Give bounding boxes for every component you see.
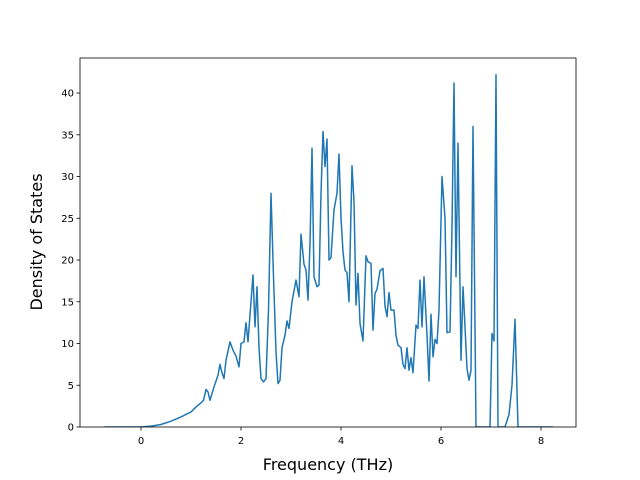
y-tick-label: 20 [61,256,74,267]
x-tick-label: 8 [538,436,544,447]
y-tick-label: 30 [61,172,74,183]
y-tick-label: 35 [61,130,74,141]
plot-frame [79,57,577,428]
y-axis-label: Density of States [27,173,46,310]
y-tick-label: 0 [68,423,74,434]
x-tick-label: 4 [338,436,344,447]
data-line [104,73,553,427]
y-tick-label: 40 [61,89,74,100]
x-tick-label: 0 [138,436,144,447]
y-tick-label: 5 [68,381,74,392]
x-tick-label: 2 [238,436,244,447]
x-axis-label: Frequency (THz) [263,455,393,474]
x-tick-label: 6 [438,436,444,447]
y-tick-label: 10 [61,339,74,350]
y-tick-label: 25 [61,214,74,225]
y-tick-label: 15 [61,297,74,308]
